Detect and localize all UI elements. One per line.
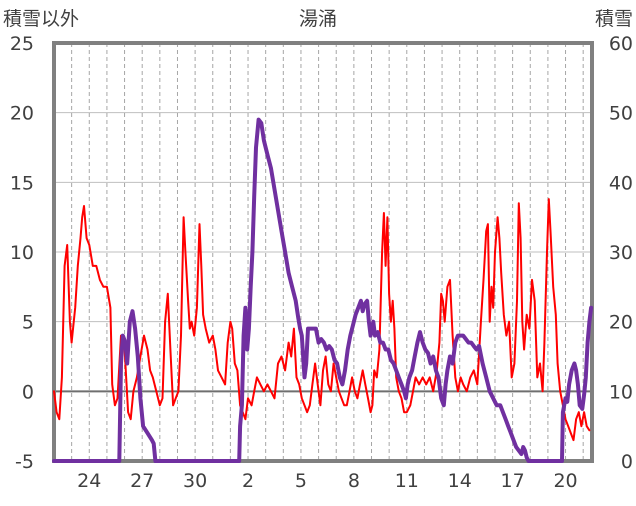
- right-ytick-label-5: 50: [609, 103, 633, 125]
- xtick-label-3: 2: [242, 470, 254, 492]
- right-ytick-label-4: 40: [609, 172, 633, 194]
- xtick-label-0: 24: [77, 470, 101, 492]
- plot-frame: [52, 41, 594, 463]
- chart-title: 湯涌: [299, 8, 337, 30]
- left-ytick-label-3: 10: [10, 242, 34, 264]
- right-ytick-label-0: 0: [621, 451, 633, 473]
- xtick-label-8: 17: [501, 470, 525, 492]
- xtick-label-6: 11: [395, 470, 419, 492]
- right-ytick-label-1: 10: [609, 381, 633, 403]
- left-ytick-label-1: 0: [22, 381, 34, 403]
- xtick-label-1: 27: [130, 470, 154, 492]
- right-ytick-label-6: 60: [609, 33, 633, 55]
- xtick-label-2: 30: [183, 470, 207, 492]
- xtick-label-7: 14: [448, 470, 472, 492]
- right-ytick-label-2: 20: [609, 312, 633, 334]
- right-ytick-label-3: 30: [609, 242, 633, 264]
- left-ytick-label-0: -5: [15, 451, 34, 473]
- xtick-label-4: 5: [295, 470, 307, 492]
- left-ytick-label-5: 20: [10, 103, 34, 125]
- xtick-label-5: 8: [348, 470, 360, 492]
- horizontal-gridlines: [54, 42, 592, 462]
- left-ytick-label-4: 15: [10, 172, 34, 194]
- left-ytick-label-2: 5: [22, 312, 34, 334]
- series-line-other: [53, 198, 591, 442]
- series-line-snow: [52, 117, 594, 463]
- left-ytick-label-6: 25: [10, 33, 34, 55]
- xtick-label-9: 20: [553, 470, 577, 492]
- left-axis-label: 積雪以外: [3, 8, 79, 30]
- series-layer: [52, 117, 594, 463]
- right-axis-label: 積雪: [595, 8, 633, 30]
